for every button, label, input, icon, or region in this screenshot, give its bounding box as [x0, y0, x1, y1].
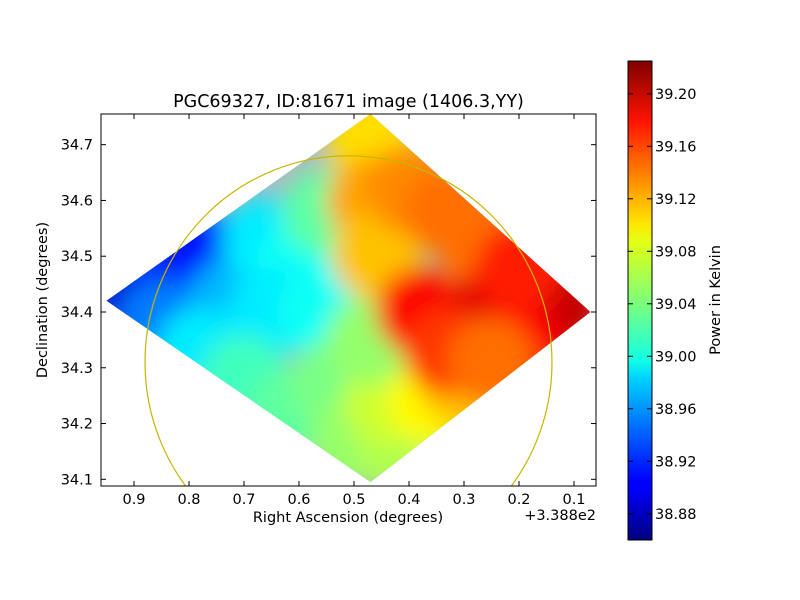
colorbar-ticks: 38.88 38.92 38.96 39.00 39.04 39.08 39.12 39.16…: [628, 87, 697, 523]
x-tick-label-0: 0.9: [122, 492, 145, 508]
y-tick-label-6: 34.7: [61, 138, 93, 154]
plot-area: 0.9 0.8 0.7 0.6 0.5 0.4 0.3 0.2 0.1 34.1 34.2 34.3…: [61, 113, 597, 508]
colorbar-tick-label-2: 38.96: [655, 402, 697, 418]
y-tick-label-0: 34.1: [61, 472, 93, 488]
x-tick-label-5: 0.4: [397, 492, 420, 508]
x-offset-label: +3.388e2: [524, 508, 596, 524]
y-tick-label-2: 34.3: [61, 361, 93, 377]
colorbar-tick-label-1: 38.92: [655, 454, 697, 470]
beam-circle: [144, 155, 553, 486]
colorbar-tick-label-8: 39.20: [655, 87, 697, 103]
colorbar-label: Power in Kelvin: [708, 245, 724, 355]
plot-frame: [100, 113, 597, 487]
x-tick-label-1: 0.8: [177, 492, 200, 508]
x-tick-label-4: 0.5: [342, 492, 365, 508]
y-tick-label-5: 34.6: [61, 193, 93, 209]
colorbar-tick-label-3: 39.00: [655, 349, 697, 365]
colorbar-tick-label-0: 38.88: [655, 507, 697, 523]
colorbar: 38.88 38.92 38.96 39.00 39.04 39.08 39.12 39.16…: [627, 60, 697, 541]
y-tick-label-1: 34.2: [61, 417, 93, 433]
x-axis-label: Right Ascension (degrees): [253, 510, 443, 526]
x-tick-label-6: 0.3: [452, 492, 475, 508]
y-axis: 34.1 34.2 34.3 34.4 34.5 34.6 34.7: [61, 138, 596, 488]
colorbar-tick-label-4: 39.04: [655, 297, 697, 313]
y-axis-label: Declination (degrees): [35, 222, 51, 378]
x-tick-label-7: 0.2: [507, 492, 530, 508]
x-tick-label-3: 0.6: [287, 492, 310, 508]
y-tick-label-3: 34.4: [61, 305, 93, 321]
chart-title: PGC69327, ID:81671 image (1406.3,YY): [173, 92, 524, 112]
colorbar-tick-label-5: 39.08: [655, 244, 697, 260]
colorbar-frame: [627, 60, 653, 541]
x-tick-label-2: 0.7: [232, 492, 255, 508]
colorbar-tick-label-7: 39.16: [655, 139, 697, 155]
colorbar-gradient: [628, 61, 652, 540]
colorbar-tick-label-6: 39.12: [655, 192, 697, 208]
x-axis: 0.9 0.8 0.7 0.6 0.5 0.4 0.3 0.2 0.1: [122, 114, 586, 508]
x-tick-label-8: 0.1: [562, 492, 585, 508]
y-tick-label-4: 34.5: [61, 249, 93, 265]
